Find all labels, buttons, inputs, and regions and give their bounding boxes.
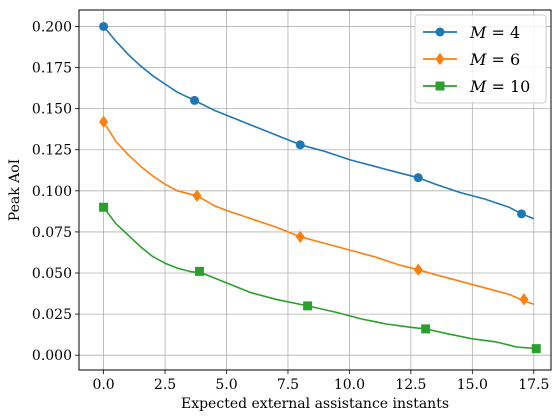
y-tick-label: 0.100 xyxy=(32,184,72,200)
legend-entry: M = 10 xyxy=(423,77,530,96)
legend-label: M = 10 xyxy=(469,77,530,96)
x-tick-label: 0.0 xyxy=(92,377,114,393)
data-point-marker xyxy=(531,344,541,354)
data-point-marker xyxy=(99,115,109,128)
series-2 xyxy=(99,115,535,306)
data-point-marker xyxy=(413,173,423,183)
legend-marker xyxy=(435,81,445,91)
y-tick-label: 0.175 xyxy=(32,61,72,77)
legend: M = 4 M = 6 M = 10 xyxy=(414,14,547,104)
legend-label: M = 4 xyxy=(469,23,520,42)
x-tick-label: 12.5 xyxy=(395,377,426,393)
legend-entry: M = 4 xyxy=(423,23,520,42)
series-line xyxy=(102,121,535,305)
y-axis-label: Peak AoI xyxy=(7,159,23,221)
legend-entry: M = 6 xyxy=(423,50,520,69)
data-point-marker xyxy=(421,324,431,334)
y-tick-label: 0.050 xyxy=(32,266,72,282)
ticks-layer: 0.0 2.5 5.0 7.5 10.0 12.5 15.0 17.5 0.000 0.025 0.… xyxy=(32,19,549,393)
y-tick-label: 0.000 xyxy=(32,348,72,364)
data-point-marker xyxy=(413,263,423,276)
data-point-marker xyxy=(303,301,313,311)
y-tick-label: 0.075 xyxy=(32,225,72,241)
legend-label: M = 6 xyxy=(469,50,520,69)
series-line xyxy=(102,206,537,350)
series-line xyxy=(102,25,535,220)
y-tick-label: 0.025 xyxy=(32,307,72,323)
y-tick-label: 0.150 xyxy=(32,102,72,118)
data-point-marker xyxy=(190,95,200,105)
legend-marker xyxy=(435,52,445,66)
series-3 xyxy=(99,202,541,354)
data-point-marker xyxy=(99,202,109,212)
x-tick-label: 10.0 xyxy=(334,377,365,393)
x-tick-label: 7.5 xyxy=(277,377,299,393)
y-tick-label: 0.125 xyxy=(32,143,72,159)
data-point-marker xyxy=(295,230,305,244)
series-layer xyxy=(99,21,541,354)
data-point-marker xyxy=(99,21,109,31)
grid xyxy=(79,10,551,370)
series-1 xyxy=(99,21,535,220)
data-point-marker xyxy=(295,140,305,150)
legend-marker xyxy=(435,27,445,37)
data-point-marker xyxy=(519,293,529,306)
y-tick-label: 0.200 xyxy=(32,19,72,35)
legend-box xyxy=(414,14,547,104)
data-point-marker xyxy=(192,189,202,202)
x-tick-label: 5.0 xyxy=(215,377,237,393)
data-point-marker xyxy=(194,266,204,276)
x-axis-label: Expected external assistance instants xyxy=(181,396,449,412)
data-point-marker xyxy=(517,209,526,219)
x-tick-label: 2.5 xyxy=(154,377,176,393)
x-tick-label: 17.5 xyxy=(518,377,549,393)
plot-frame xyxy=(78,9,552,371)
x-tick-label: 15.0 xyxy=(457,377,488,393)
